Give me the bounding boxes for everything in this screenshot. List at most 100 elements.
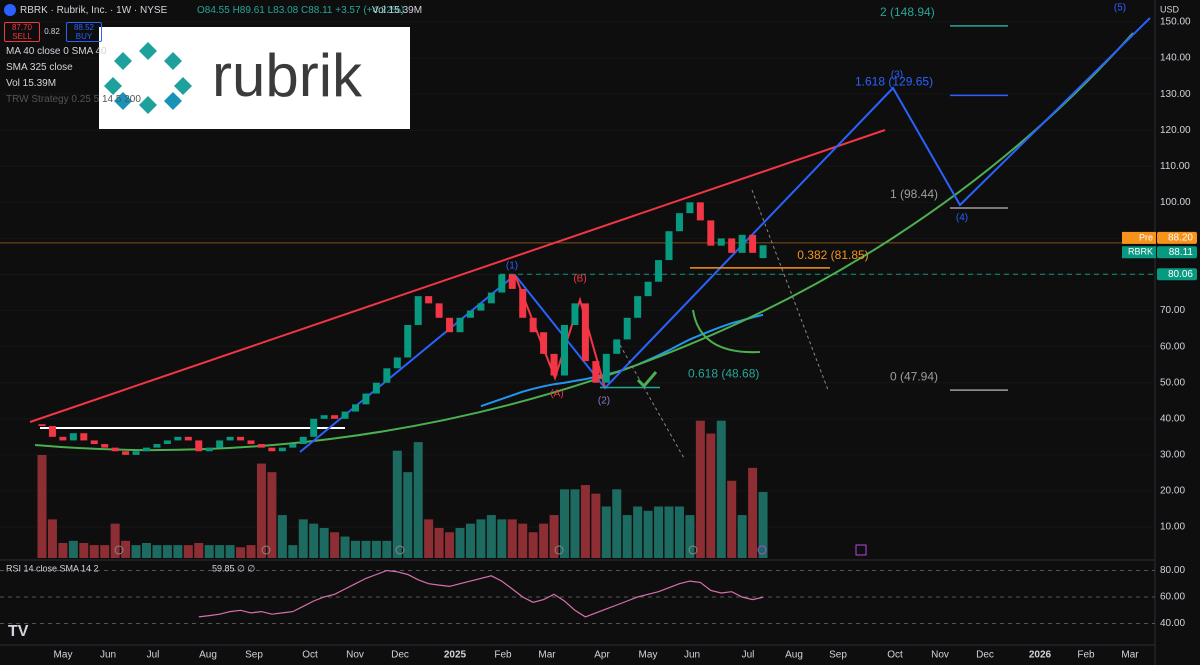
candle — [749, 234, 757, 253]
y-tick-label: 140.00 — [1160, 53, 1191, 64]
y-tick-label: 20.00 — [1160, 486, 1185, 497]
volume-bar — [194, 542, 204, 558]
price-tag-name-box — [1122, 231, 1156, 244]
candle — [477, 303, 485, 311]
volume-bar — [706, 433, 716, 558]
wave-label: (5) — [1114, 3, 1126, 14]
logo-diamond — [104, 77, 122, 95]
candle — [289, 444, 297, 448]
wave-label: (2) — [598, 396, 610, 407]
volume-bar — [674, 506, 684, 558]
candle — [707, 220, 715, 246]
candle — [561, 324, 568, 376]
x-tick-label: Sep — [829, 650, 847, 661]
volume-bar — [643, 510, 653, 558]
y-tick-label: 30.00 — [1160, 449, 1185, 460]
volume-bar — [664, 506, 674, 558]
logo-diamond — [139, 96, 157, 114]
candle — [132, 451, 140, 455]
candle — [59, 436, 67, 441]
volume-bar — [382, 540, 392, 558]
volume-bar — [633, 506, 643, 558]
candle — [498, 274, 506, 293]
candle — [456, 317, 464, 333]
indicator: Vol 15.39M — [6, 78, 57, 89]
volume-bar — [58, 542, 68, 558]
volume-bar — [152, 545, 162, 558]
candle — [550, 353, 558, 376]
candle — [759, 245, 767, 259]
candle — [738, 234, 746, 253]
x-tick-label: 2026 — [1029, 650, 1052, 661]
fib-label: 1 (98.44) — [890, 187, 938, 201]
candle — [602, 353, 610, 383]
candle — [226, 436, 234, 441]
candle — [48, 425, 56, 437]
candle — [268, 447, 276, 452]
candle — [163, 440, 171, 445]
volume-bar — [236, 547, 246, 558]
volume-bar — [277, 515, 287, 558]
x-tick-label: Apr — [594, 650, 610, 661]
candle — [529, 317, 537, 333]
rsi-label: RSI 14 close SMA 14 2 — [6, 563, 99, 573]
volume-bar — [654, 506, 664, 558]
volume-bar — [539, 523, 549, 558]
sell-label: SELL — [12, 32, 32, 41]
trend-line — [29, 129, 886, 423]
candle — [466, 310, 474, 318]
candle — [592, 361, 600, 383]
volume-bar — [351, 540, 360, 558]
volume-bar — [79, 542, 89, 558]
volume-bar — [204, 545, 214, 558]
x-tick-label: Nov — [346, 650, 364, 661]
x-tick-label: 2025 — [444, 650, 467, 661]
wave-label: (1) — [506, 261, 518, 272]
price-tag — [1157, 231, 1197, 244]
candle — [362, 393, 370, 405]
candle — [404, 324, 412, 358]
x-tick-label: Dec — [391, 650, 409, 661]
candle — [717, 238, 725, 246]
price-tag-name: Pre — [1139, 232, 1153, 242]
volume-bar — [173, 545, 183, 558]
symbol-title: RBRK · Rubrik, Inc. · 1W · NYSE — [20, 5, 168, 16]
volume-bar — [413, 442, 423, 558]
volume-bar — [225, 545, 235, 558]
fib-label: 2 (148.94) — [880, 5, 935, 19]
volume-bar — [361, 540, 371, 558]
candle — [571, 303, 579, 325]
dividend-marker — [757, 545, 767, 555]
buy-button[interactable]: 88.52 BUY — [66, 22, 102, 42]
candle — [623, 317, 631, 340]
fib-label: 0 (47.94) — [890, 369, 938, 383]
candle — [581, 303, 589, 362]
candle — [696, 202, 704, 221]
x-tick-label: May — [639, 650, 658, 661]
cup-arc — [692, 309, 761, 354]
volume-bar — [371, 540, 381, 558]
currency-label: USD — [1160, 4, 1180, 14]
y-tick-label: 10.00 — [1160, 522, 1185, 533]
volume-bar — [142, 542, 151, 558]
volume-bar — [246, 545, 256, 558]
sell-button[interactable]: 87.70 SELL — [4, 22, 40, 42]
logo-box — [99, 27, 410, 129]
volume-bar — [256, 463, 266, 558]
sell-price: 87.70 — [11, 23, 33, 32]
y-tick-label: 120.00 — [1160, 125, 1191, 136]
volume-bar — [330, 532, 340, 558]
rsi-line — [198, 569, 764, 618]
volume-bar — [434, 527, 444, 558]
candle — [184, 436, 192, 441]
x-tick-label: Nov — [931, 650, 949, 661]
volume-bar — [716, 420, 726, 558]
candle — [257, 444, 265, 448]
volume-bar — [518, 523, 528, 558]
earnings-marker — [114, 545, 124, 555]
wave-label: (A) — [550, 389, 563, 400]
volume-bar — [549, 515, 559, 558]
volume-bar — [110, 523, 120, 558]
volume-bar — [121, 540, 131, 558]
